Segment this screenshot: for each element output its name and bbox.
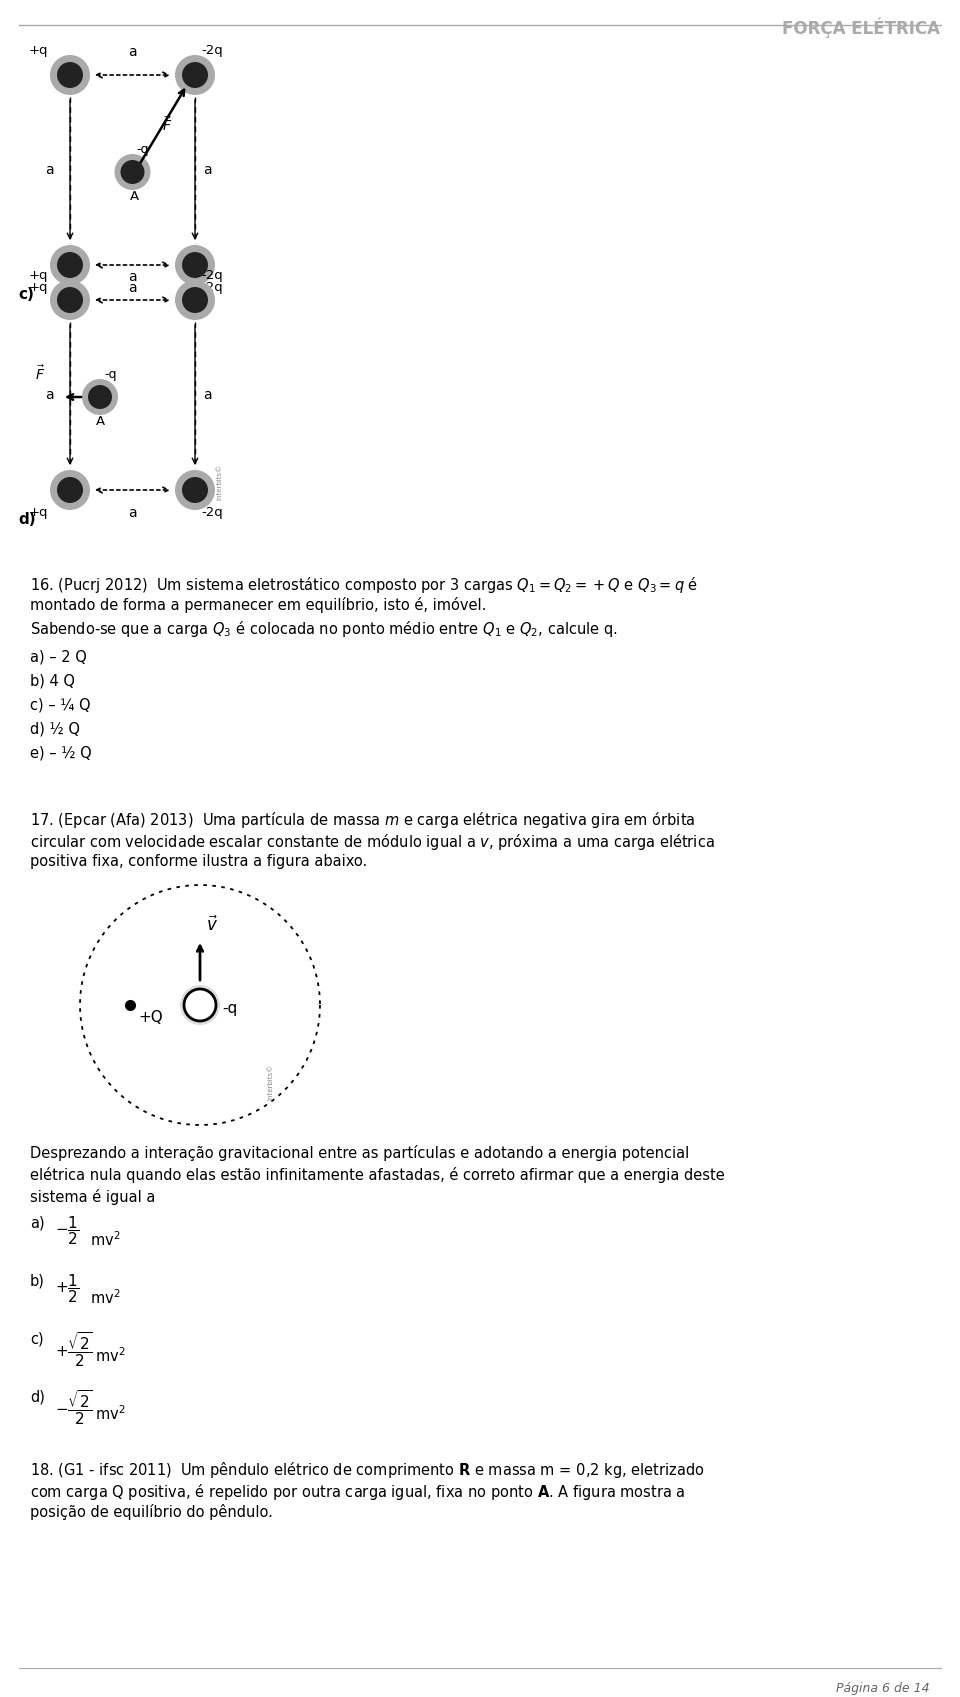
Text: elétrica nula quando elas estão infinitamente afastadas, é correto afirmar que a: elétrica nula quando elas estão infinita… xyxy=(30,1168,725,1183)
Text: Desprezando a interação gravitacional entre as partículas e adotando a energia p: Desprezando a interação gravitacional en… xyxy=(30,1145,689,1161)
Text: sistema é igual a: sistema é igual a xyxy=(30,1190,156,1205)
Text: $\vec{F}$: $\vec{F}$ xyxy=(35,365,45,384)
Text: +Q: +Q xyxy=(138,1010,163,1025)
Text: a: a xyxy=(203,163,211,176)
Text: Sabendo-se que a carga $Q_3$ é colocada no ponto médio entre $Q_1$ e $Q_2$, calc: Sabendo-se que a carga $Q_3$ é colocada … xyxy=(30,619,617,640)
Circle shape xyxy=(50,470,90,511)
Circle shape xyxy=(184,989,216,1022)
Text: +q: +q xyxy=(29,506,48,519)
Text: 18. (G1 - ifsc 2011)  Um pêndulo elétrico de comprimento $\mathbf{R}$ e massa m : 18. (G1 - ifsc 2011) Um pêndulo elétrico… xyxy=(30,1459,705,1480)
Text: 16. (Pucrj 2012)  Um sistema eletrostático composto por 3 cargas $Q_1 = Q_2 = +Q: 16. (Pucrj 2012) Um sistema eletrostátic… xyxy=(30,575,698,596)
Text: a: a xyxy=(45,163,54,176)
Circle shape xyxy=(182,251,208,278)
Text: posição de equilíbrio do pêndulo.: posição de equilíbrio do pêndulo. xyxy=(30,1504,273,1521)
Circle shape xyxy=(180,984,220,1025)
Text: a: a xyxy=(129,46,137,59)
Text: d): d) xyxy=(30,1390,45,1405)
Text: e) – ½ Q: e) – ½ Q xyxy=(30,745,92,760)
Text: +q: +q xyxy=(29,282,48,294)
Text: a: a xyxy=(129,270,137,283)
Text: -q: -q xyxy=(136,143,149,156)
Text: a: a xyxy=(129,282,137,295)
Circle shape xyxy=(50,280,90,321)
Text: c): c) xyxy=(18,287,34,302)
Text: $\vec{v}$: $\vec{v}$ xyxy=(206,915,218,935)
Text: $\vec{F}$: $\vec{F}$ xyxy=(162,115,173,134)
Text: interbits©: interbits© xyxy=(267,1064,273,1100)
Circle shape xyxy=(175,470,215,511)
Text: +q: +q xyxy=(29,44,48,58)
Circle shape xyxy=(82,378,118,416)
Text: b): b) xyxy=(30,1274,45,1290)
Text: -2q: -2q xyxy=(201,270,223,282)
Text: com carga Q positiva, é repelido por outra carga igual, fixa no ponto $\mathbf{A: com carga Q positiva, é repelido por out… xyxy=(30,1481,685,1502)
Text: d): d) xyxy=(18,512,36,528)
Circle shape xyxy=(57,251,83,278)
Text: a: a xyxy=(45,389,54,402)
Text: -2q: -2q xyxy=(201,282,223,294)
Text: montado de forma a permanecer em equilíbrio, isto é, imóvel.: montado de forma a permanecer em equilíb… xyxy=(30,597,487,613)
Text: a): a) xyxy=(30,1217,44,1230)
Circle shape xyxy=(121,160,145,183)
Text: -q: -q xyxy=(104,368,116,382)
Text: -2q: -2q xyxy=(201,44,223,58)
Text: a) – 2 Q: a) – 2 Q xyxy=(30,648,86,664)
Text: b) 4 Q: b) 4 Q xyxy=(30,674,75,689)
Circle shape xyxy=(50,244,90,285)
Circle shape xyxy=(50,54,90,95)
Text: 17. (Epcar (Afa) 2013)  Uma partícula de massa $m$ e carga elétrica negativa gir: 17. (Epcar (Afa) 2013) Uma partícula de … xyxy=(30,809,695,830)
Text: a: a xyxy=(203,389,211,402)
Circle shape xyxy=(114,154,151,190)
Text: a: a xyxy=(129,506,137,519)
Text: FORÇA ELÉTRICA: FORÇA ELÉTRICA xyxy=(782,19,940,39)
Text: $-\dfrac{\sqrt{2}}{2}$: $-\dfrac{\sqrt{2}}{2}$ xyxy=(55,1388,93,1427)
Text: positiva fixa, conforme ilustra a figura abaixo.: positiva fixa, conforme ilustra a figura… xyxy=(30,854,368,869)
Text: d) ½ Q: d) ½ Q xyxy=(30,721,80,736)
Text: A: A xyxy=(95,416,105,428)
Circle shape xyxy=(175,244,215,285)
Circle shape xyxy=(175,54,215,95)
Text: c) – ¼ Q: c) – ¼ Q xyxy=(30,697,90,713)
Text: mv$^2$: mv$^2$ xyxy=(95,1403,126,1422)
Circle shape xyxy=(57,477,83,502)
Text: mv$^2$: mv$^2$ xyxy=(90,1288,120,1307)
Text: -q: -q xyxy=(222,1001,237,1015)
Circle shape xyxy=(182,287,208,312)
Circle shape xyxy=(182,477,208,502)
Circle shape xyxy=(57,63,83,88)
Circle shape xyxy=(182,63,208,88)
Text: $-\dfrac{1}{2}$: $-\dfrac{1}{2}$ xyxy=(55,1213,80,1247)
Text: c): c) xyxy=(30,1332,43,1347)
Circle shape xyxy=(88,385,112,409)
Text: circular com velocidade escalar constante de módulo igual a $v$, próxima a uma c: circular com velocidade escalar constant… xyxy=(30,832,714,852)
Text: +q: +q xyxy=(29,270,48,282)
Circle shape xyxy=(57,287,83,312)
Circle shape xyxy=(175,280,215,321)
Text: A: A xyxy=(130,190,139,204)
Text: mv$^2$: mv$^2$ xyxy=(95,1346,126,1364)
Text: -2q: -2q xyxy=(201,506,223,519)
Text: mv$^2$: mv$^2$ xyxy=(90,1230,120,1249)
Text: interbits©: interbits© xyxy=(216,463,222,501)
Text: $+\dfrac{1}{2}$: $+\dfrac{1}{2}$ xyxy=(55,1273,80,1305)
Text: $+\dfrac{\sqrt{2}}{2}$: $+\dfrac{\sqrt{2}}{2}$ xyxy=(55,1330,93,1369)
Text: Página 6 de 14: Página 6 de 14 xyxy=(836,1682,930,1695)
